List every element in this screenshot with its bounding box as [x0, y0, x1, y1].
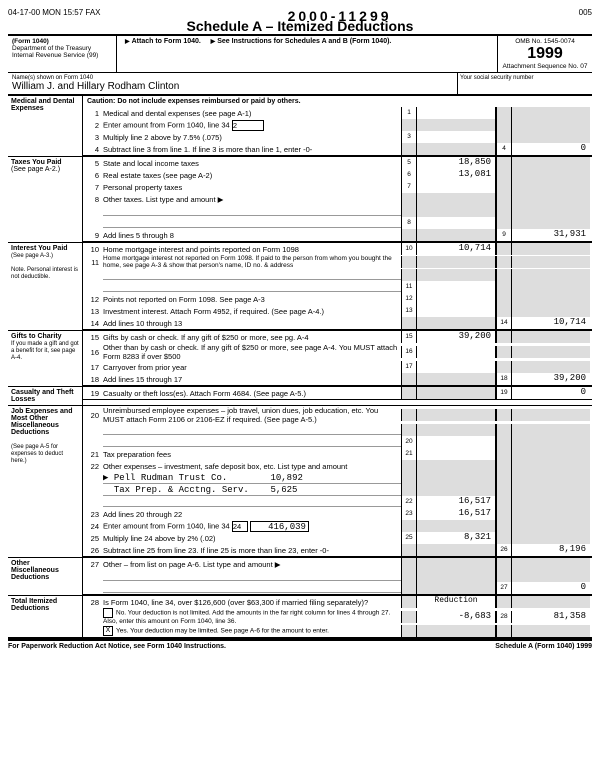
value-24: 416,039: [250, 521, 309, 532]
line-28: Is Form 1040, line 34, over $126,600 (ov…: [103, 598, 401, 607]
reduction-value: -8,683: [416, 611, 496, 623]
value-15: 39,200: [416, 331, 496, 343]
taxes-note: (See page A-2.): [11, 166, 60, 173]
value-18: 39,200: [511, 373, 590, 385]
line-25: Multiply line 24 above by 2% (.02): [103, 534, 401, 543]
value-22b: 5,625: [270, 485, 297, 495]
value-22a: 10,892: [270, 473, 302, 483]
line-4: Subtract line 3 from line 1. If line 3 i…: [103, 145, 401, 154]
section-casualty: Casualty and Theft Losses 19Casualty or …: [8, 387, 592, 406]
section-medical: Medical and Dental Expenses Caution: Do …: [8, 96, 592, 157]
value-4: 0: [511, 143, 590, 155]
gifts-label: Gifts to Charity: [11, 333, 62, 340]
value-5: 18,850: [416, 157, 496, 169]
see-instr: See Instructions for Schedules A and B (…: [211, 38, 392, 45]
value-6: 13,081: [416, 169, 496, 181]
line-2: Enter amount from Form 1040, line 34: [103, 120, 230, 129]
line-1: Medical and dental expenses (see page A-…: [103, 109, 401, 118]
line-24: Enter amount from Form 1040, line 34: [103, 521, 230, 530]
attach-instr: Attach to Form 1040.: [125, 38, 201, 45]
line-13: Investment interest. Attach Form 4952, i…: [103, 307, 401, 316]
gifts-note: If you made a gift and got a benefit for…: [11, 341, 79, 361]
line-18: Add lines 15 through 17: [103, 375, 401, 384]
omb: OMB No. 1545-0074: [500, 38, 590, 45]
attach-seq: Attachment Sequence No. 07: [500, 63, 590, 70]
line-28-yes: Yes. Your deduction may be limited. See …: [116, 628, 329, 635]
line-3: Multiply line 2 above by 7.5% (.075): [103, 133, 401, 142]
line-16: Other than by cash or check. If any gift…: [103, 343, 401, 361]
job-label: Job Expenses and Most Other Miscellaneou…: [11, 408, 72, 436]
medical-label: Medical and Dental Expenses: [8, 96, 83, 156]
page-seq: 005: [579, 8, 592, 17]
medical-caution: Caution: Do not include expenses reimbur…: [83, 96, 592, 107]
line-5: State and local income taxes: [103, 159, 401, 168]
line-22a: Pell Rudman Trust Co.: [114, 473, 227, 483]
line-23: Add lines 20 through 22: [103, 510, 401, 519]
line-8: Other taxes. List type and amount: [103, 195, 216, 204]
line-27: Other – from list on page A-6. List type…: [103, 560, 401, 569]
line-20: Unreimbursed employee expenses – job tra…: [103, 406, 401, 424]
line-21: Tax preparation fees: [103, 450, 401, 459]
value-23: 16,517: [416, 508, 496, 520]
form-head: (Form 1040) Department of the Treasury I…: [8, 34, 592, 73]
section-gifts: Gifts to CharityIf you made a gift and g…: [8, 331, 592, 387]
fax-stamp: 04-17-00 MON 15:57 FAX: [8, 8, 101, 17]
value-10: 10,714: [416, 243, 496, 255]
line-11: Home mortgage interest not reported on F…: [103, 255, 401, 269]
othermisc-label: Other Miscellaneous Deductions: [8, 558, 83, 595]
interest-note2: Note. Personal interest is not deductibl…: [11, 267, 78, 280]
line-14: Add lines 10 through 13: [103, 319, 401, 328]
value-28: 81,358: [511, 611, 590, 623]
line-17: Carryover from prior year: [103, 363, 401, 372]
dept: Department of the Treasury Internal Reve…: [12, 45, 112, 59]
job-note: (See page A-5 for expenses to deduct her…: [11, 444, 63, 464]
section-taxes: Taxes You Paid(See page A-2.) 5State and…: [8, 157, 592, 243]
tax-year: 1999: [500, 45, 590, 63]
ssn-label: Your social security number: [457, 73, 592, 94]
name-bar: Name(s) shown on Form 1040 William J. an…: [8, 73, 592, 96]
line-15: Gifts by cash or check. If any gift of $…: [103, 333, 401, 342]
line-26: Subtract line 25 from line 23. If line 2…: [103, 546, 401, 555]
section-interest: Interest You Paid(See page A-3.) Note. Pe…: [8, 243, 592, 331]
interest-label: Interest You Paid: [11, 245, 68, 252]
interest-note: (See page A-3.): [11, 253, 53, 259]
value-14: 10,714: [511, 317, 590, 329]
checkbox-no[interactable]: [103, 608, 113, 618]
line-7: Personal property taxes: [103, 183, 401, 192]
schedule-title: Schedule A – Itemized Deductions: [187, 18, 414, 34]
value-9: 31,931: [511, 229, 590, 241]
footer-left: For Paperwork Reduction Act Notice, see …: [8, 643, 226, 650]
line-22b: Tax Prep. & Acctng. Serv.: [114, 485, 249, 495]
line-6: Real estate taxes (see page A-2): [103, 171, 401, 180]
line-10: Home mortgage interest and points report…: [103, 245, 401, 254]
section-job: Job Expenses and Most Other Miscellaneou…: [8, 406, 592, 558]
line-22: Other expenses – investment, safe deposi…: [103, 462, 401, 471]
value-19: 0: [511, 387, 590, 399]
section-othermisc: Other Miscellaneous Deductions 27Other –…: [8, 558, 592, 596]
value-25: 8,321: [416, 532, 496, 544]
value-26: 8,196: [511, 544, 590, 556]
reduction-label: Reduction: [416, 596, 496, 608]
value-27: 0: [511, 582, 590, 594]
line-9: Add lines 5 through 8: [103, 231, 401, 240]
footer: For Paperwork Reduction Act Notice, see …: [8, 639, 592, 650]
line-19: Casualty or theft loss(es). Attach Form …: [103, 389, 401, 398]
checkbox-yes[interactable]: X: [103, 626, 113, 636]
section-total: Total Itemized Deductions 28Is Form 1040…: [8, 596, 592, 639]
line-28-no: No. Your deduction is not limited. Add t…: [103, 610, 390, 625]
taxpayer-name: William J. and Hillary Rodham Clinton: [12, 81, 453, 92]
form-ref: (Form 1040): [12, 38, 112, 45]
line-2-box: 2: [232, 120, 264, 131]
taxes-label: Taxes You Paid: [11, 159, 62, 166]
casualty-label: Casualty and Theft Losses: [8, 387, 83, 405]
footer-right: Schedule A (Form 1040) 1999: [495, 643, 592, 650]
value-22: 16,517: [416, 496, 496, 508]
total-label: Total Itemized Deductions: [8, 596, 83, 637]
line-12: Points not reported on Form 1098. See pa…: [103, 295, 401, 304]
